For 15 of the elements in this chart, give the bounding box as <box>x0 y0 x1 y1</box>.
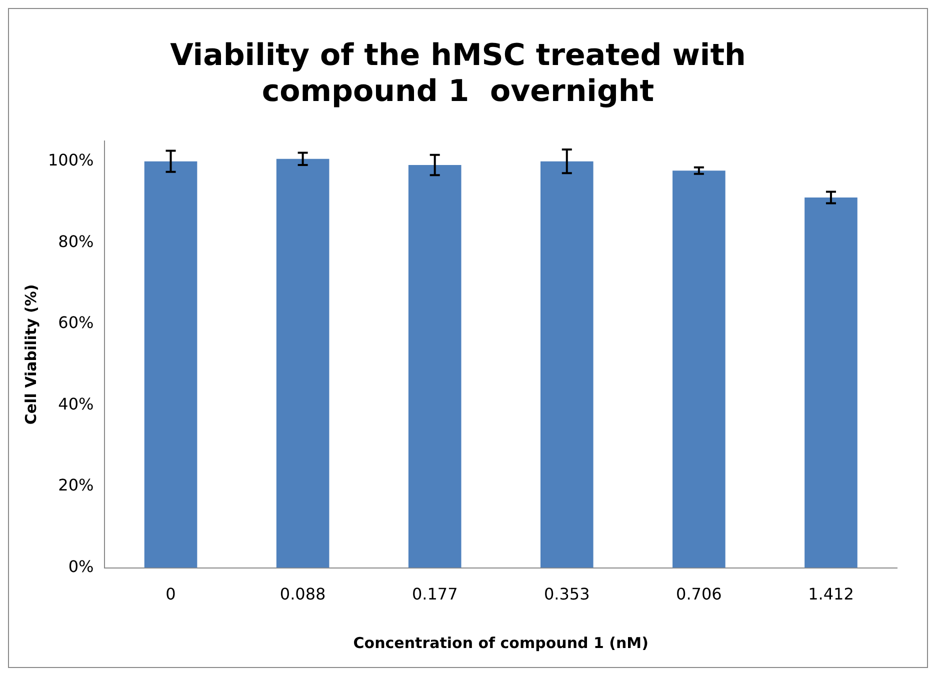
x-tick-label: 0.706 <box>676 584 722 604</box>
y-axis-title: Cell Viability (%) <box>22 284 40 425</box>
x-tick-label: 0 <box>166 584 176 604</box>
y-tick-label: 0% <box>68 556 94 576</box>
x-tick-label: 1.412 <box>808 584 854 604</box>
y-tick-label: 80% <box>58 232 94 251</box>
x-axis-title: Concentration of compound 1 (nM) <box>353 634 648 652</box>
y-tick-label: 60% <box>58 313 94 332</box>
x-tick-label: 0.088 <box>280 584 326 604</box>
x-tick-label: 0.177 <box>412 584 458 604</box>
y-tick-label: 100% <box>48 150 94 170</box>
y-tick-label: 20% <box>58 476 94 495</box>
chart-title: Viability of the hMSC treated with compound 1 overnight <box>170 38 746 109</box>
y-tick-label: 40% <box>58 394 94 414</box>
x-tick-label: 0.353 <box>544 584 590 604</box>
